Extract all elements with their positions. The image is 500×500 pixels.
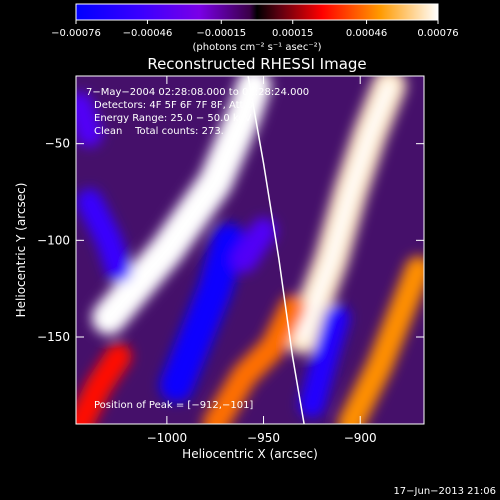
info-line-detectors: Detectors: 4F 5F 6F 7F 8F, Att 0: [94, 100, 253, 111]
timestamp: 17−Jun−2013 21:06: [393, 486, 496, 497]
colorbar-tick-label: −0.00015: [196, 28, 246, 39]
feature-trough-5: [159, 223, 246, 403]
plot-frame: [75, 75, 425, 425]
colorbar-units-label: (photons cm⁻² s⁻¹ asec⁻²): [192, 42, 321, 53]
solar-limb-curve: [247, 76, 305, 424]
colorbar: [75, 3, 439, 21]
info-line-energy: Energy Range: 25.0 − 50.0 keV: [94, 113, 251, 124]
chart-title: Reconstructed RHESSI Image: [147, 55, 366, 73]
feature-trough-6: [298, 304, 350, 418]
x-tick-label: −1000: [147, 431, 188, 445]
colorbar-tick-label: 0.00076: [417, 28, 458, 39]
feature-trough-8: [76, 92, 103, 147]
x-axis-label: Heliocentric X (arcsec): [182, 447, 318, 461]
colorbar-tick-label: 0.00046: [346, 28, 387, 39]
feature-trough-9: [231, 217, 277, 273]
peak-position-label: Position of Peak = [−912,−101]: [94, 400, 253, 411]
info-line-clean: Clean Total counts: 273.: [94, 126, 224, 137]
colorbar-tick-label: 0.00015: [272, 28, 313, 39]
feature-ridge-3: [202, 295, 306, 424]
feature-trough-7: [76, 188, 132, 283]
colorbar-tick-label: −0.00076: [51, 28, 101, 39]
y-tick-label: −150: [37, 330, 70, 344]
feature-core-1: [296, 79, 396, 343]
x-tick-label: −900: [344, 431, 377, 445]
feature-core-0: [102, 79, 260, 324]
colorbar-ticks: −0.00076 −0.00046 −0.00015 0.00015 0.00046 0.…: [51, 20, 459, 39]
y-tick-label: −100: [37, 233, 70, 247]
y-tick-label: −50: [45, 137, 70, 151]
x-tick-label: −950: [247, 431, 280, 445]
plot-area: [76, 76, 424, 424]
info-line-time: 7−May−2004 02:28:08.000 to 02:28:24.000: [86, 87, 309, 98]
feature-ridge-2: [337, 256, 424, 424]
y-axis-label: Heliocentric Y (arcsec): [14, 183, 28, 318]
axis-ticks: −1000 −950 −900 −50 −100 −150: [37, 76, 424, 445]
feature-ridge-4: [76, 343, 132, 424]
colorbar-tick-label: −0.00046: [123, 28, 173, 39]
info-block: 7−May−2004 02:28:08.000 to 02:28:24.000 …: [86, 87, 309, 137]
emission-features: [76, 76, 424, 424]
